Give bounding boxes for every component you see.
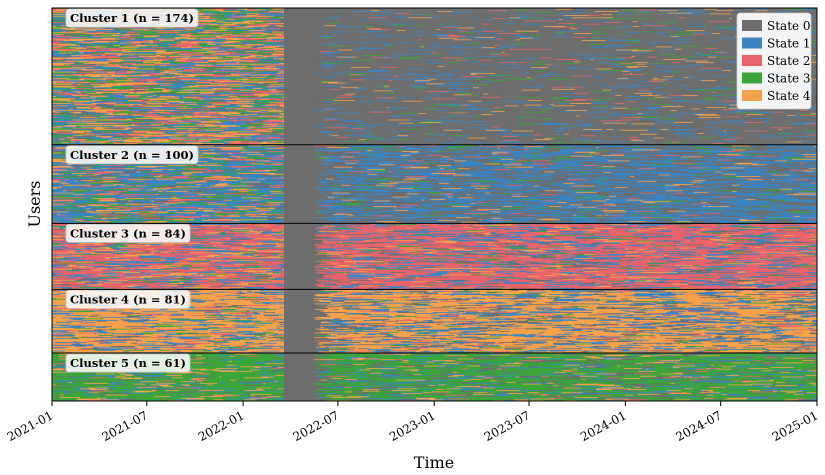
legend-label: State 1 [767, 37, 811, 51]
x-tick-label: 2024-07 [673, 408, 724, 444]
legend-item: State 0 [742, 19, 811, 33]
legend-box [736, 12, 812, 110]
cluster-label: Cluster 4 (n = 81) [65, 289, 191, 309]
x-tick-label: 2025-01 [770, 408, 821, 444]
cluster-label: Cluster 1 (n = 174) [65, 8, 199, 28]
legend-label: State 0 [767, 19, 811, 33]
x-tick-label: 2023-07 [482, 408, 533, 444]
x-tick-label: 2022-07 [291, 408, 342, 444]
x-tick-label: 2021-07 [100, 408, 151, 444]
legend-label: State 3 [767, 72, 811, 86]
cluster-label: Cluster 2 (n = 100) [65, 145, 199, 165]
legend-label: State 4 [767, 89, 811, 103]
legend-swatch [742, 72, 762, 84]
legend-label: State 2 [767, 54, 811, 68]
legend-item: State 2 [742, 54, 811, 68]
legend-item: State 1 [742, 37, 811, 51]
heatmap-cells [52, 8, 817, 401]
x-axis: 2021-01 2021-07 2022-01 2022-07 2023-01 2023-… [5, 401, 821, 444]
cluster-separators [52, 144, 817, 354]
cluster-label: Cluster 5 (n = 61) [65, 353, 191, 373]
y-axis-label: Users [25, 180, 44, 227]
x-axis-label: Time [414, 453, 454, 472]
legend-item: State 3 [742, 72, 811, 86]
legend: State 0 State 1 State 2 State 3 State 4 [736, 12, 812, 110]
legend-swatch [742, 55, 762, 66]
x-tick-label: 2024-01 [578, 408, 629, 444]
x-tick-label: 2021-01 [5, 408, 56, 444]
legend-swatch [742, 90, 762, 101]
x-tick-label: 2023-01 [387, 408, 438, 444]
legend-swatch [742, 37, 762, 49]
cluster-label: Cluster 3 (n = 84) [65, 223, 191, 243]
legend-item: State 4 [742, 89, 811, 103]
cluster-labels: Cluster 1 (n = 174) Cluster 2 (n = 100) Cl… [65, 8, 199, 373]
x-tick-label: 2022-01 [196, 408, 247, 444]
legend-swatch [742, 20, 762, 31]
